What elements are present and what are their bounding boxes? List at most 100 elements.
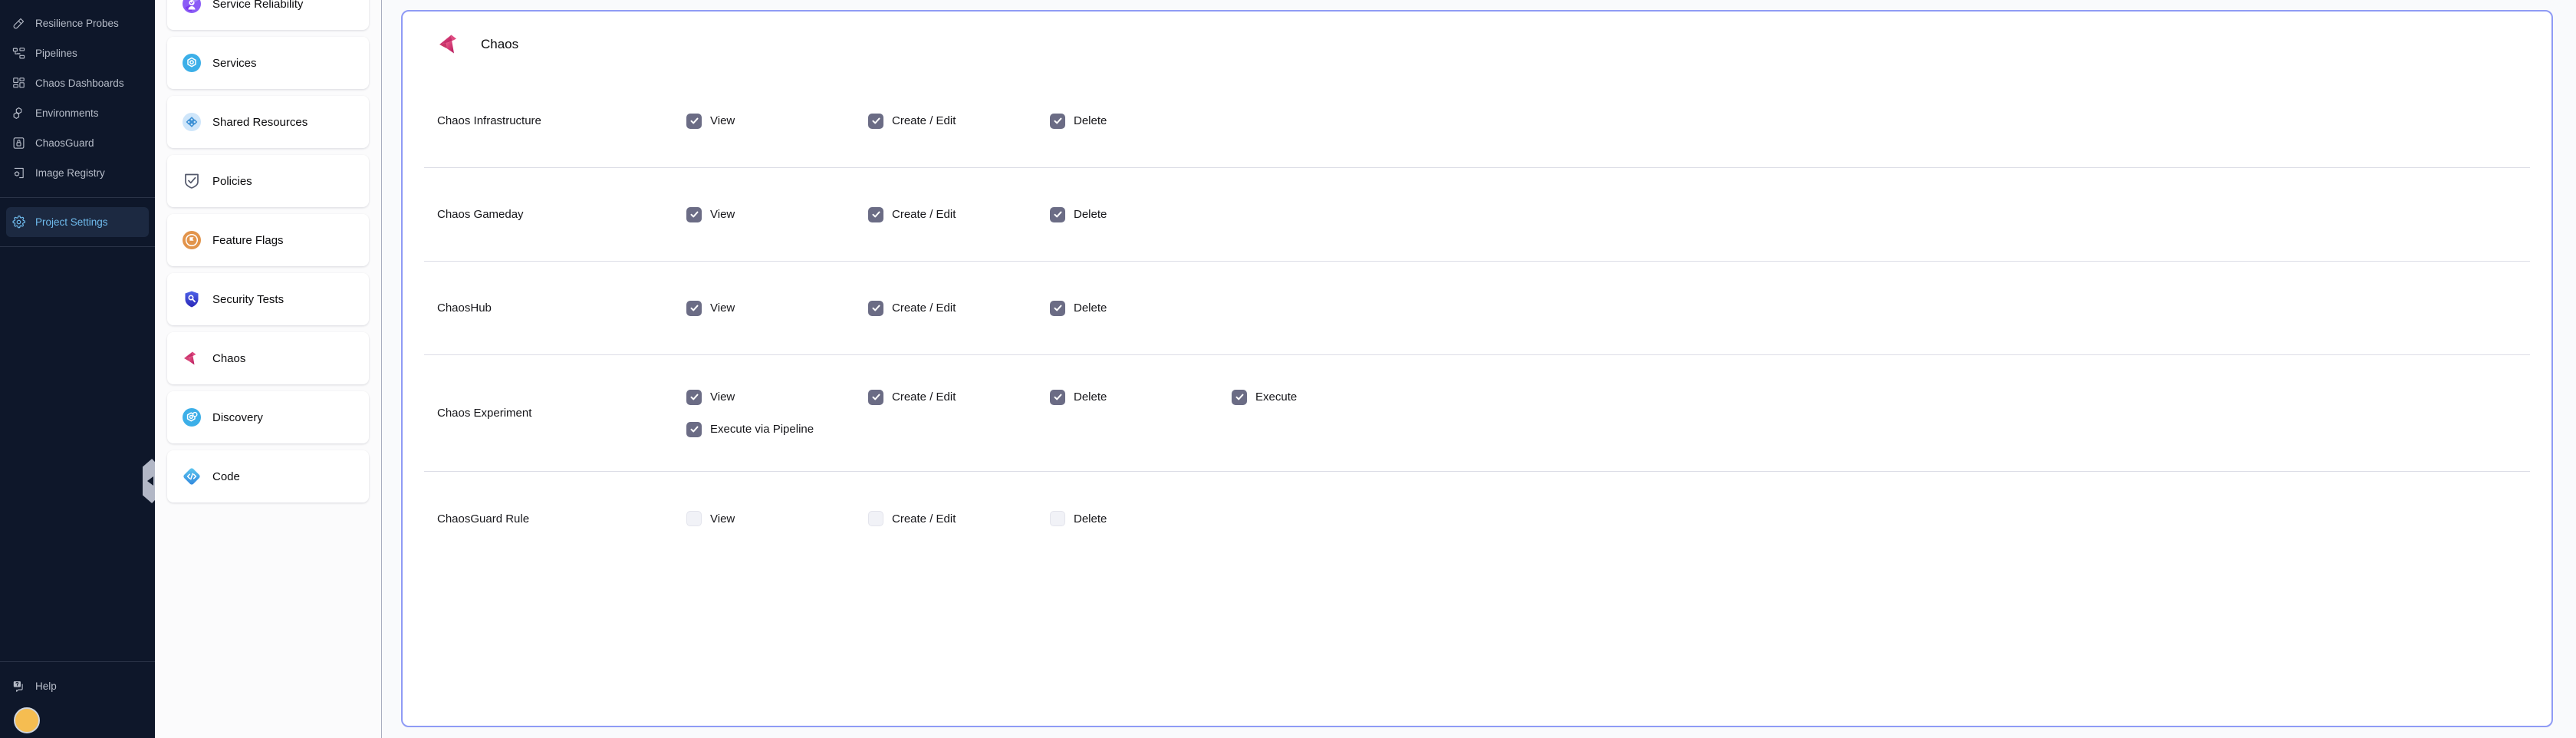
settings-nav-item-code[interactable]: Code <box>167 450 369 502</box>
permission-option-delete[interactable]: Delete <box>1050 389 1232 405</box>
settings-nav-item-label: Discovery <box>212 410 263 424</box>
sidebar-item-project-settings[interactable]: Project Settings <box>6 207 149 237</box>
settings-nav-panel: Service Reliability Services <box>155 0 381 738</box>
sidebar-item-label: Environments <box>35 107 99 119</box>
checkbox-checked-icon[interactable] <box>1232 389 1247 405</box>
checkbox-checked-icon[interactable] <box>686 421 702 437</box>
gear-icon <box>12 216 25 229</box>
permission-option-create-edit[interactable]: Create / Edit <box>868 113 1050 129</box>
security-tests-shield-icon <box>182 289 202 309</box>
checkbox-checked-icon[interactable] <box>686 389 702 405</box>
checkbox-checked-icon[interactable] <box>868 113 883 129</box>
sidebar-items-list: Resilience Probes Pipelines <box>0 0 155 661</box>
table-row: Chaos Infrastructure View Create / Edit … <box>424 74 2530 168</box>
permission-options: View Create / Edit Delete Execute <box>686 389 2530 437</box>
checkbox-unchecked-icon[interactable] <box>868 511 883 526</box>
sidebar-item-resilience-probes[interactable]: Resilience Probes <box>6 8 149 38</box>
settings-nav-item-services[interactable]: Services <box>167 37 369 89</box>
permission-option-delete[interactable]: Delete <box>1050 300 1232 316</box>
environments-icon <box>12 107 25 120</box>
settings-nav-item-shared-resources[interactable]: Shared Resources <box>167 96 369 148</box>
checkbox-checked-icon[interactable] <box>1050 389 1065 405</box>
permission-option-view[interactable]: View <box>686 113 868 129</box>
feature-flags-icon <box>182 230 202 250</box>
permission-option-view[interactable]: View <box>686 300 868 316</box>
checkbox-checked-icon[interactable] <box>686 113 702 129</box>
settings-nav-item-label: Code <box>212 469 240 483</box>
permission-option-create-edit[interactable]: Create / Edit <box>868 389 1050 405</box>
permission-option-execute-via-pipeline[interactable]: Execute via Pipeline <box>686 421 2530 437</box>
sidebar-item-label: Project Settings <box>35 216 108 228</box>
permission-resource-name: Chaos Gameday <box>437 208 524 221</box>
permission-resource-name: ChaosHub <box>437 301 492 315</box>
sidebar-item-chaosguard[interactable]: ChaosGuard <box>6 128 149 158</box>
checkbox-checked-icon[interactable] <box>1050 113 1065 129</box>
table-row: Chaos Experiment View Create / Edit Dele… <box>424 355 2530 472</box>
checkbox-checked-icon[interactable] <box>868 300 883 316</box>
sidebar-divider-top <box>0 197 155 198</box>
settings-nav-item-label: Service Reliability <box>212 0 304 11</box>
settings-nav-item-chaos[interactable]: Chaos <box>167 332 369 384</box>
probe-icon <box>12 17 25 30</box>
sidebar-item-chaos-dashboards[interactable]: Chaos Dashboards <box>6 68 149 98</box>
permission-option-label: Create / Edit <box>892 512 956 525</box>
checkbox-checked-icon[interactable] <box>868 389 883 405</box>
settings-nav-item-feature-flags[interactable]: Feature Flags <box>167 214 369 266</box>
checkbox-checked-icon[interactable] <box>686 206 702 222</box>
permission-option-label: Delete <box>1074 208 1107 221</box>
checkbox-checked-icon[interactable] <box>686 300 702 316</box>
permission-options: View Create / Edit Delete <box>686 300 2530 316</box>
avatar[interactable] <box>14 707 40 733</box>
shared-resources-icon <box>182 112 202 132</box>
sidebar-item-help[interactable]: Help <box>6 671 149 701</box>
permission-option-delete[interactable]: Delete <box>1050 511 1232 526</box>
page-title: Chaos <box>481 36 519 51</box>
permission-option-view[interactable]: View <box>686 389 868 405</box>
chaos-icon <box>182 348 202 368</box>
permission-option-view[interactable]: View <box>686 511 868 526</box>
permission-option-create-edit[interactable]: Create / Edit <box>868 511 1050 526</box>
permission-options: View Create / Edit Delete <box>686 113 2530 129</box>
table-row: Chaos Gameday View Create / Edit Delete <box>424 168 2530 262</box>
help-icon <box>12 680 25 693</box>
main-content: Chaos Chaos Infrastructure View Create /… <box>381 0 2576 738</box>
permission-options: View Create / Edit Delete <box>686 206 2530 222</box>
sidebar-item-label: Resilience Probes <box>35 18 119 29</box>
permission-option-label: Delete <box>1074 390 1107 404</box>
checkbox-unchecked-icon[interactable] <box>686 511 702 526</box>
sidebar-item-environments[interactable]: Environments <box>6 98 149 128</box>
permission-option-label: View <box>710 208 735 221</box>
settings-nav-item-service-reliability[interactable]: Service Reliability <box>167 0 369 30</box>
sidebar-collapse-button[interactable] <box>143 459 155 503</box>
permission-resource-name: Chaos Experiment <box>437 407 532 420</box>
table-row: ChaosGuard Rule View Create / Edit Delet… <box>424 472 2530 565</box>
sidebar-item-label: Help <box>35 680 57 692</box>
checkbox-checked-icon[interactable] <box>868 206 883 222</box>
sidebar-item-image-registry[interactable]: Image Registry <box>6 158 149 188</box>
permission-option-create-edit[interactable]: Create / Edit <box>868 206 1050 222</box>
dashboards-icon <box>12 77 25 90</box>
permissions-card: Chaos Chaos Infrastructure View Create /… <box>401 10 2553 727</box>
permission-option-view[interactable]: View <box>686 206 868 222</box>
avatar-row <box>0 701 155 733</box>
settings-nav-item-security-tests[interactable]: Security Tests <box>167 273 369 325</box>
settings-nav-item-label: Policies <box>212 174 252 188</box>
discovery-icon <box>182 407 202 427</box>
permission-option-label: View <box>710 390 735 404</box>
checkbox-unchecked-icon[interactable] <box>1050 511 1065 526</box>
settings-nav-item-label: Security Tests <box>212 292 285 306</box>
settings-nav-item-discovery[interactable]: Discovery <box>167 391 369 443</box>
sidebar-item-pipelines[interactable]: Pipelines <box>6 38 149 68</box>
settings-nav-item-policies[interactable]: Policies <box>167 155 369 207</box>
permission-option-label: Execute via Pipeline <box>710 423 814 436</box>
permission-option-delete[interactable]: Delete <box>1050 206 1232 222</box>
table-row: ChaosHub View Create / Edit Delete <box>424 262 2530 355</box>
sidebar-item-label: Pipelines <box>35 48 77 59</box>
permission-option-create-edit[interactable]: Create / Edit <box>868 300 1050 316</box>
permission-resource-name: Chaos Infrastructure <box>437 114 541 127</box>
permission-option-execute[interactable]: Execute <box>1232 389 1413 405</box>
permission-option-delete[interactable]: Delete <box>1050 113 1232 129</box>
checkbox-checked-icon[interactable] <box>1050 300 1065 316</box>
checkbox-checked-icon[interactable] <box>1050 206 1065 222</box>
